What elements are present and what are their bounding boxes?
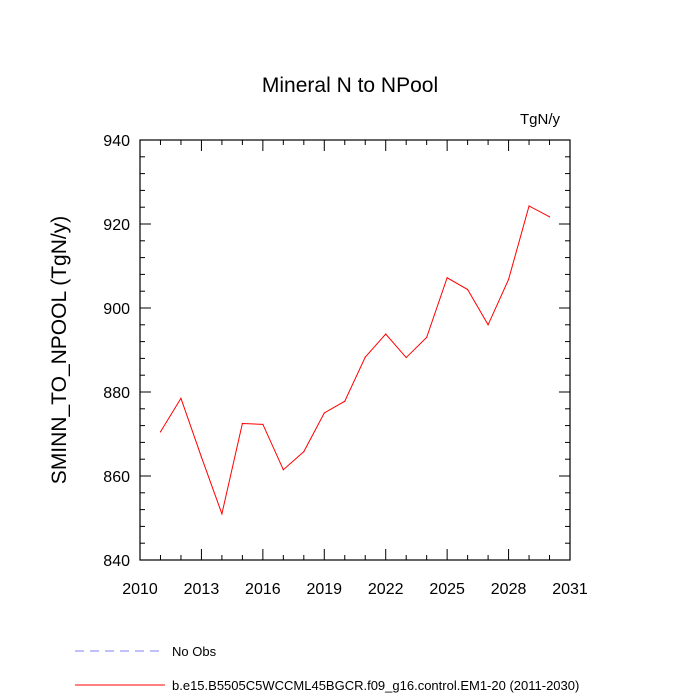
legend-label: b.e15.B5505C5WCCML45BGCR.f09_g16.control… [172,678,579,693]
data-point [385,333,387,335]
x-tick-label: 2019 [306,581,342,598]
data-point [487,324,489,326]
x-tick-label: 2016 [245,581,281,598]
data-point [426,336,428,338]
data-point [528,205,530,207]
y-tick-label: 920 [103,217,130,234]
x-tick-label: 2022 [368,581,404,598]
x-tick-label: 2010 [122,581,158,598]
chart-title: Mineral N to NPool [262,74,438,97]
data-point [323,412,325,414]
data-point [200,456,203,458]
data-point [344,400,346,402]
data-point [548,216,551,218]
axes-frame [139,139,571,561]
data-point [364,356,366,358]
data-point [221,513,223,515]
data-point [467,288,469,291]
x-tick-label: 2013 [184,581,220,598]
y-tick-label: 940 [103,133,130,150]
data-point [262,423,264,425]
units-label: TgN/y [520,111,561,128]
data-point [159,431,162,433]
y-tick-label: 900 [103,301,130,318]
x-tick-label: 2028 [491,581,527,598]
y-tick-label: 840 [103,553,130,570]
y-tick-label: 860 [103,469,130,486]
data-point [180,397,182,399]
x-tick-label: 2025 [429,581,465,598]
legend-label: No Obs [172,644,217,659]
data-point [446,277,448,279]
y-axis-label: SMINN_TO_NPOOL (TgN/y) [48,216,71,484]
plot-area: 2010 2013 2016 2019 2022 2025 2028 2031 840 860 88… [103,133,588,598]
legend: No Obs b.e15.B5505C5WCCML45BGCR.f09_g16.c… [75,644,579,693]
data-point [282,469,284,471]
data-point [405,356,407,359]
series-line [160,205,550,516]
data-point [303,451,305,453]
y-tick-label: 880 [103,385,130,402]
x-tick-label: 2031 [552,581,588,598]
data-point [241,422,243,425]
data-point [507,278,510,281]
